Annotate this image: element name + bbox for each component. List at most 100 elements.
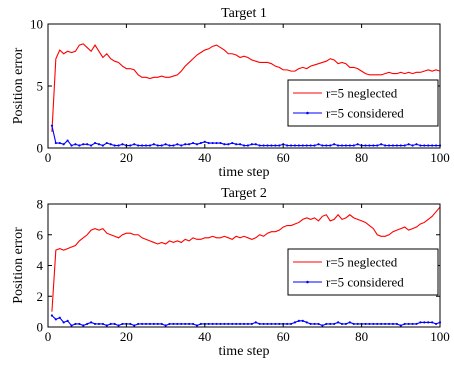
- chart1-series-2-point: [344, 144, 348, 147]
- chart2-series-2-point: [387, 322, 391, 326]
- chart2-series-2-point: [403, 322, 406, 326]
- chart2-series-2-point: [74, 322, 77, 326]
- chart1-series-2-point: [321, 144, 324, 147]
- chart2-series-2-point: [207, 322, 210, 326]
- chart2-series-2-point: [411, 322, 414, 326]
- chart2-series-2-point: [86, 322, 89, 326]
- chart1-series-2-point: [423, 144, 426, 147]
- chart2-y-axis-label: Position error: [11, 227, 26, 304]
- chart2-series-2-point: [242, 322, 246, 326]
- chart2-series-2-point: [133, 324, 136, 327]
- chart2-series-2-point: [297, 319, 300, 322]
- chart2-series-2-point: [121, 322, 124, 326]
- chart1-series-2-point: [195, 143, 199, 146]
- chart2-series-2-point: [101, 322, 104, 326]
- chart2-series-2-point: [368, 322, 371, 326]
- chart1-series-2-point: [411, 144, 414, 147]
- chart1-series-2-point: [180, 144, 183, 147]
- chart1-series-2-line: [51, 125, 440, 147]
- chart1-series-2-point: [419, 144, 422, 147]
- chart1-series-2-point: [86, 143, 89, 146]
- chart2-series-2-point: [227, 322, 230, 326]
- chart2-series-2-point: [391, 322, 395, 326]
- chart2-series-2-point: [340, 322, 344, 326]
- chart1-series-2-point: [352, 144, 355, 147]
- chart2-series-2-point: [176, 322, 179, 326]
- chart1-legend-marker-2: [306, 111, 309, 115]
- chart2-series-2-point: [305, 321, 308, 324]
- chart2-series-2-point: [313, 322, 316, 326]
- chart2-series-2-point: [395, 322, 398, 326]
- chart1-series-2-point: [395, 144, 398, 147]
- chart1-series-2-point: [129, 144, 132, 147]
- chart1-series-2-point: [191, 141, 195, 145]
- chart2-series-2-point: [434, 322, 438, 326]
- chart2-series-2-point: [356, 322, 359, 326]
- chart1-series-2-point: [387, 144, 391, 147]
- chart2-y-tick-label: 8: [37, 197, 44, 212]
- chart2-series-2-point: [415, 322, 418, 326]
- chart1-x-tick-label: 20: [120, 150, 133, 165]
- chart2-y-tick-label: 2: [37, 289, 44, 304]
- chart2-series-2-point: [78, 322, 81, 326]
- chart2-series-2-point: [137, 322, 140, 326]
- chart2-series-2-point: [329, 322, 332, 326]
- chart2-legend-label-1: r=5 neglected: [326, 255, 398, 270]
- chart2-series-2-point: [231, 322, 234, 326]
- chart2-legend: r=5 neglected r=5 considered: [287, 248, 439, 296]
- chart1-series-2-point: [152, 143, 155, 146]
- chart1-series-2-point: [274, 144, 277, 147]
- chart1-series-2-point: [376, 144, 379, 147]
- chart2-series-2-point: [164, 324, 167, 327]
- chart2-series-2-point: [348, 321, 351, 324]
- chart1-series-2-point: [117, 144, 120, 147]
- chart2-series-2-point: [66, 319, 69, 322]
- chart1-series-2-point: [348, 144, 351, 147]
- chart2-series-2-point: [301, 319, 304, 322]
- chart1-legend-label-2: r=5 considered: [326, 106, 404, 121]
- chart1-series-2-point: [340, 144, 344, 147]
- chart2-series-2-point: [336, 321, 340, 324]
- chart1-series-2-point: [219, 141, 222, 145]
- chart1-series-2-point: [254, 143, 257, 146]
- chart1-x-tick-label: 80: [355, 150, 368, 165]
- chart1-series-2-point: [207, 141, 210, 145]
- chart1-series-2-point: [164, 143, 167, 146]
- chart2-series-2-point: [293, 321, 297, 324]
- chart1-series-2-point: [62, 143, 65, 146]
- chart1-series-2-point: [329, 144, 332, 147]
- chart2-series-2-point: [93, 322, 97, 326]
- chart1-series-2-point: [372, 144, 375, 147]
- chart2-series-2-point: [427, 321, 430, 324]
- chart1-series-2-point: [399, 144, 402, 147]
- chart1-series-2-point: [160, 144, 163, 147]
- chart2-x-tick-label: 0: [45, 329, 52, 344]
- chart2-series-2-line: [51, 315, 441, 327]
- chart2-series-2-point: [384, 322, 387, 326]
- chart2-series-2-point: [152, 322, 155, 326]
- chart2-series-2-point: [286, 322, 289, 326]
- chart2-series-2-point: [376, 322, 379, 326]
- chart1-series-2-point: [278, 144, 281, 147]
- chart1-series-2-point: [309, 144, 312, 147]
- chart1-x-tick-label: 60: [277, 150, 290, 165]
- chart2-series-2-point: [333, 322, 336, 326]
- chart2-series-1-line: [51, 206, 441, 312]
- chart2-series-2-point: [160, 322, 163, 326]
- chart2-series-2-point: [223, 322, 226, 326]
- chart1-series-2-point: [70, 144, 73, 147]
- chart1-series-2-point: [270, 144, 273, 147]
- chart1-series-2-point: [297, 144, 300, 147]
- chart2-series-2-point: [438, 321, 442, 324]
- chart1-series-2-point: [176, 143, 179, 146]
- chart2-y-tick-label: 6: [37, 227, 44, 242]
- chart1-series-2-point: [66, 139, 69, 142]
- chart1-series-2-point: [293, 144, 297, 147]
- chart1-series-2-point: [317, 143, 320, 146]
- chart2-x-tick-label: 20: [120, 329, 133, 344]
- chart1-series-2-point: [403, 144, 406, 147]
- chart2-series-2-point: [129, 322, 132, 326]
- chart2-series-2-point: [97, 322, 101, 326]
- chart2-series-2-point: [380, 322, 383, 326]
- chart2-y-tick-label: 0: [37, 320, 44, 335]
